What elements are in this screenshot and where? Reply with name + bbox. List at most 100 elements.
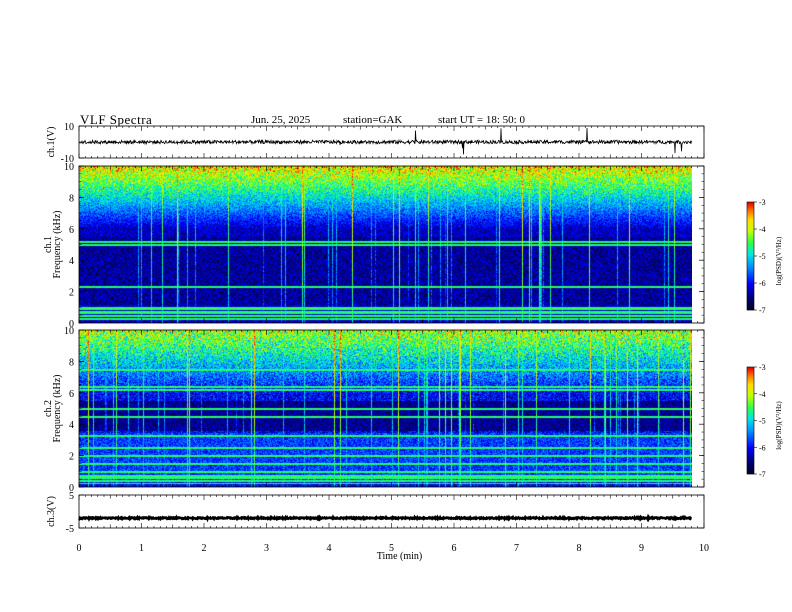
y-tick-label: 10 — [64, 162, 74, 173]
colorbar-swatch — [747, 446, 754, 448]
colorbar-swatch — [747, 251, 754, 253]
colorbar-swatch — [747, 377, 754, 379]
colorbar-swatch — [747, 238, 754, 240]
colorbar-tick-label: -5 — [759, 252, 766, 261]
colorbar-swatch — [747, 267, 754, 269]
colorbar-swatch — [747, 387, 754, 389]
colorbar-swatch — [747, 232, 754, 234]
colorbar-swatch — [747, 385, 754, 387]
colorbar-swatch — [747, 451, 754, 453]
colorbar-swatch — [747, 297, 754, 299]
colorbar-swatch — [747, 401, 754, 403]
colorbar-swatch — [747, 376, 754, 378]
colorbar-swatch — [747, 403, 754, 405]
colorbar-swatch — [747, 405, 754, 407]
colorbar-swatch — [747, 396, 754, 398]
y-tick-label: 0 — [69, 483, 74, 494]
ch1-waveform-ylabel: ch.1(V) — [46, 127, 57, 158]
colorbar-swatch — [747, 224, 754, 226]
colorbar-swatch — [747, 436, 754, 438]
x-axis-label: Time (min) — [377, 551, 422, 562]
colorbar-swatch — [747, 448, 754, 450]
colorbar-swatch — [747, 397, 754, 399]
y-tick-label: 2 — [69, 288, 74, 299]
colorbar-swatch — [747, 239, 754, 241]
chart-title: VLF Spectra — [80, 112, 153, 127]
colorbar-swatch — [747, 270, 754, 272]
colorbar-swatch — [747, 245, 754, 247]
colorbar-swatch — [747, 242, 754, 244]
colorbar-swatch — [747, 467, 754, 469]
colorbar-swatch — [747, 286, 754, 288]
colorbar-swatch — [747, 460, 754, 462]
colorbar-swatch — [747, 464, 754, 466]
colorbar-swatch — [747, 469, 754, 471]
ch1-spectrogram-ylabel-top: ch.1 — [43, 236, 54, 253]
x-tick-label: 3 — [264, 543, 269, 554]
colorbar-swatch — [747, 416, 754, 418]
colorbar-swatch — [747, 249, 754, 251]
colorbar-swatch — [747, 455, 754, 457]
colorbar-swatch — [747, 212, 754, 214]
ch2-spectrogram-ylabel-bottom: Frequency (kHz) — [52, 374, 63, 442]
colorbar-swatch — [747, 370, 754, 372]
colorbar-swatch — [747, 229, 754, 231]
colorbar-swatch — [747, 235, 754, 237]
colorbar-swatch — [747, 427, 754, 429]
colorbar-swatch — [747, 394, 754, 396]
colorbar-swatch — [747, 400, 754, 402]
y-tick-label: -10 — [61, 154, 74, 165]
colorbar-swatch — [747, 307, 754, 309]
colorbar-swatch — [747, 458, 754, 460]
y-tick-label: 6 — [69, 225, 74, 236]
colorbar-swatch — [747, 221, 754, 223]
colorbar-tick-label: -5 — [759, 417, 766, 426]
header-station: station=GAK — [343, 114, 403, 126]
colorbar-swatch — [747, 424, 754, 426]
colorbar-swatch — [747, 410, 754, 412]
colorbar-label-2: log(PSD)(V²/Hz) — [775, 401, 783, 450]
colorbar-swatch — [747, 301, 754, 303]
colorbar-swatch — [747, 382, 754, 384]
colorbar-tick-label: -7 — [759, 470, 766, 479]
colorbar-swatch — [747, 441, 754, 443]
colorbar-swatch — [747, 300, 754, 302]
colorbar-swatch — [747, 407, 754, 409]
header-date: Jun. 25, 2025 — [251, 114, 311, 126]
colorbar-swatch — [747, 223, 754, 225]
colorbar-swatch — [747, 247, 754, 249]
colorbar-swatch — [747, 279, 754, 281]
colorbar-swatch — [747, 472, 754, 474]
colorbar-swatch — [747, 304, 754, 306]
colorbar-tick-label: -7 — [759, 306, 766, 315]
colorbar-swatch — [747, 373, 754, 375]
colorbar-swatch — [747, 213, 754, 215]
colorbar-swatch — [747, 244, 754, 246]
colorbar-tick-label: -6 — [759, 279, 766, 288]
colorbar-swatch — [747, 398, 754, 400]
colorbar-swatch — [747, 243, 754, 245]
colorbar-swatch — [747, 418, 754, 420]
x-tick-label: 0 — [77, 543, 82, 554]
colorbar-swatch — [747, 428, 754, 430]
colorbar-swatch — [747, 207, 754, 209]
colorbar-swatch — [747, 203, 754, 205]
colorbar-swatch — [747, 389, 754, 391]
colorbar-swatch — [747, 226, 754, 228]
colorbar-swatch — [747, 447, 754, 449]
colorbar-swatch — [747, 449, 754, 451]
colorbar-swatch — [747, 439, 754, 441]
colorbar-swatch — [747, 253, 754, 255]
y-tick-label: 4 — [69, 420, 74, 431]
colorbar-swatch — [747, 391, 754, 393]
colorbar-swatch — [747, 246, 754, 248]
colorbar-swatch — [747, 261, 754, 263]
colorbar-swatch — [747, 473, 754, 475]
colorbar-swatch — [747, 256, 754, 258]
colorbar-swatch — [747, 291, 754, 293]
colorbar-swatch — [747, 218, 754, 220]
colorbar-swatch — [747, 386, 754, 388]
colorbar-swatch — [747, 404, 754, 406]
colorbar-swatch — [747, 452, 754, 454]
colorbar-swatch — [747, 259, 754, 261]
